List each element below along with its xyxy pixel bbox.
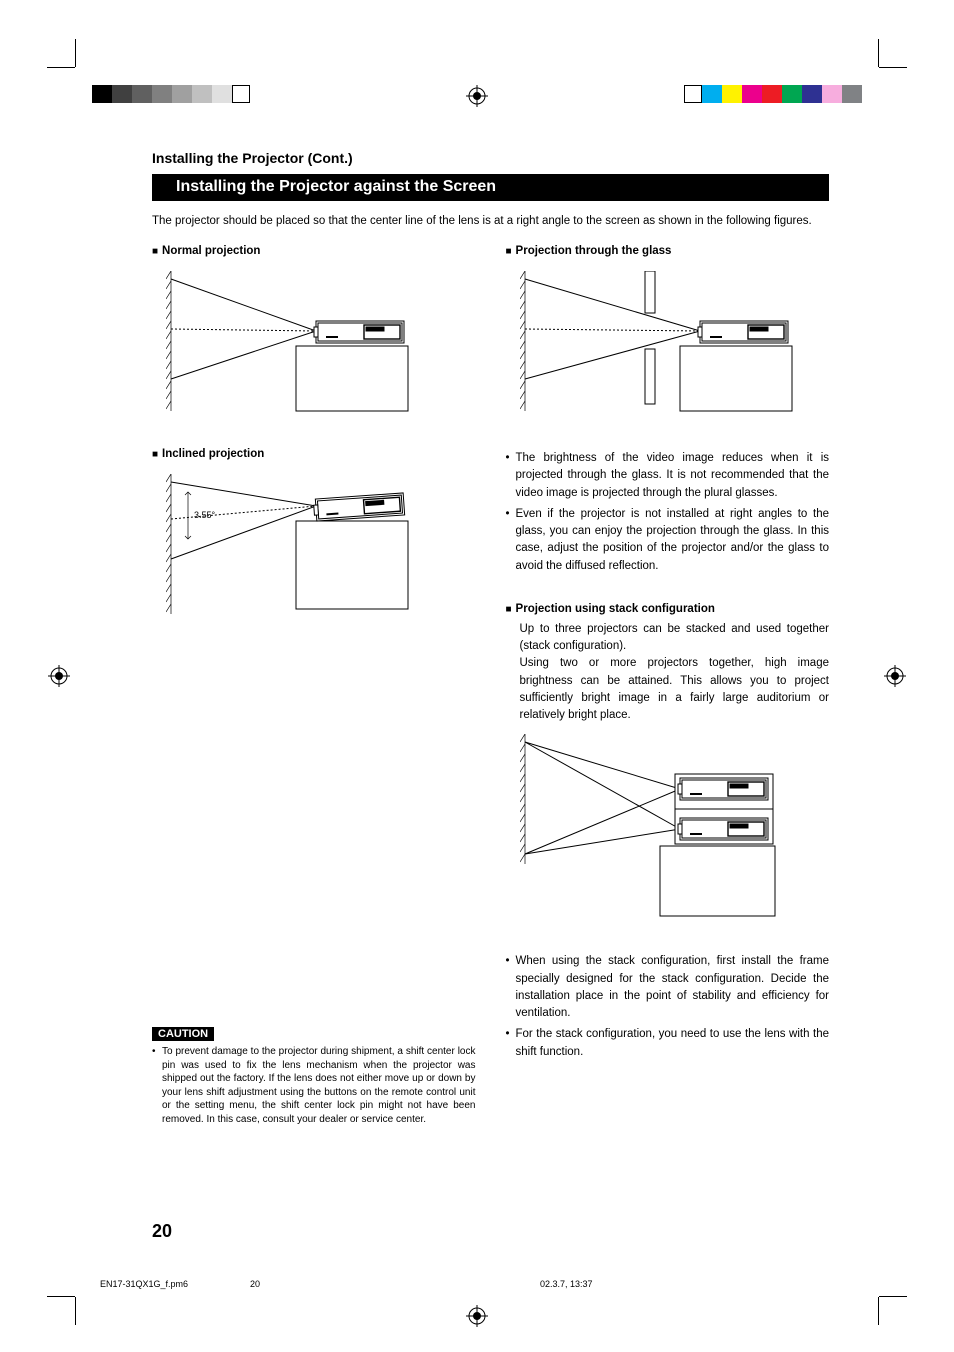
colorbar-left xyxy=(92,85,250,103)
caution-list: To prevent damage to the projector durin… xyxy=(152,1045,476,1126)
page-content: Installing the Projector (Cont.) Install… xyxy=(152,150,829,1262)
glass-projection-diagram xyxy=(520,271,795,421)
inclined-angle-label: 3.55° xyxy=(194,510,216,520)
colorbar-right xyxy=(684,85,862,103)
left-column: ■Normal projection xyxy=(152,241,476,1126)
normal-projection-diagram xyxy=(166,271,411,421)
right-column: ■Projection through the glass xyxy=(506,241,830,1126)
glass-projection-heading: ■Projection through the glass xyxy=(506,245,830,257)
stack-bullet-1: When using the stack configuration, firs… xyxy=(506,953,830,1022)
glass-bullets: The brightness of the video image reduce… xyxy=(506,450,830,575)
caution-item: To prevent damage to the projector durin… xyxy=(152,1045,476,1126)
stack-projection-heading: ■Projection using stack configuration xyxy=(506,603,830,615)
intro-paragraph: The projector should be placed so that t… xyxy=(152,213,829,229)
stack-projection-diagram xyxy=(520,734,780,924)
heading-band: Installing the Projector against the Scr… xyxy=(152,174,829,201)
footer-datetime: 02.3.7, 13:37 xyxy=(540,1279,593,1289)
normal-projection-heading: ■Normal projection xyxy=(152,245,476,257)
glass-bullet-2: Even if the projector is not installed a… xyxy=(506,506,830,575)
stack-para-1: Up to three projectors can be stacked an… xyxy=(520,621,830,656)
inclined-projection-diagram: 3.55° xyxy=(166,474,411,624)
footer-file: EN17-31QX1G_f.pm6 xyxy=(100,1279,250,1289)
registration-mark-left-icon xyxy=(48,665,70,687)
registration-mark-right-icon xyxy=(884,665,906,687)
registration-mark-bottom-icon xyxy=(466,1305,488,1327)
footer-page: 20 xyxy=(250,1279,540,1289)
stack-para-2: Using two or more projectors together, h… xyxy=(520,655,830,724)
caution-badge: CAUTION xyxy=(152,1027,214,1041)
page-number: 20 xyxy=(152,1221,172,1242)
registration-mark-top-icon xyxy=(466,85,488,107)
heading-continuation: Installing the Projector (Cont.) xyxy=(152,150,829,166)
footer-line: EN17-31QX1G_f.pm6 20 02.3.7, 13:37 xyxy=(100,1279,854,1289)
stack-bullet-2: For the stack configuration, you need to… xyxy=(506,1026,830,1061)
glass-bullet-1: The brightness of the video image reduce… xyxy=(506,450,830,502)
stack-bullets: When using the stack configuration, firs… xyxy=(506,953,830,1061)
inclined-projection-heading: ■Inclined projection xyxy=(152,448,476,460)
